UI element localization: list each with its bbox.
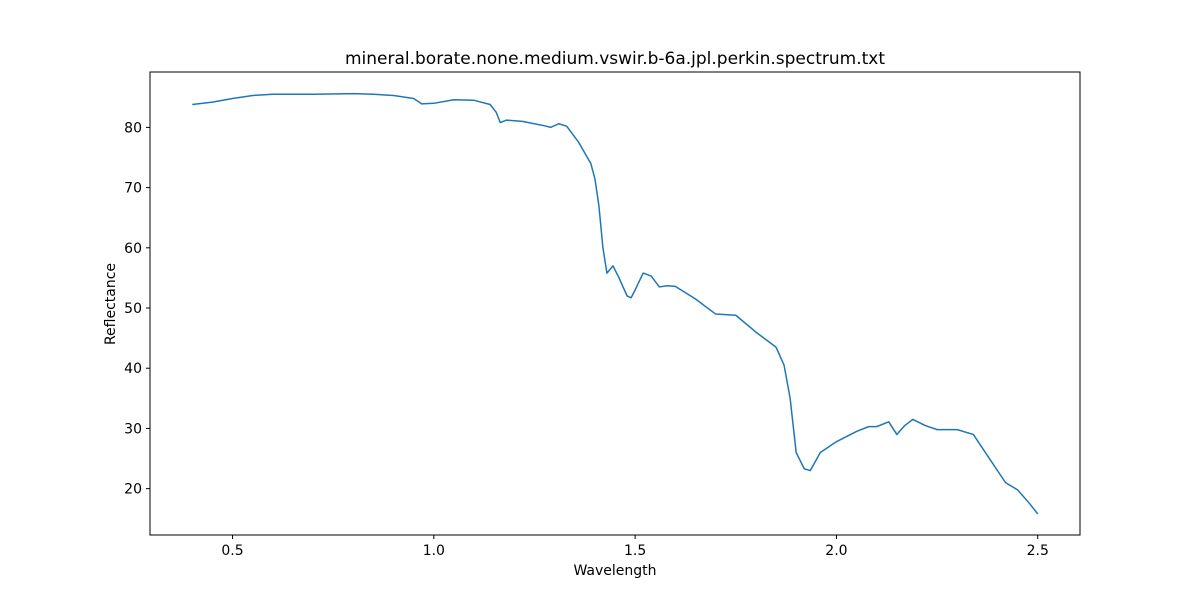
data-line [192,92,1039,515]
y-tick-label: 30 [124,421,142,437]
chart-title: mineral.borate.none.medium.vswir.b-6a.jp… [345,49,885,69]
x-tick-label: 2.0 [825,543,847,559]
x-tick-label: 0.5 [221,543,243,559]
y-axis-label: Reflectance [103,263,119,345]
y-tick-label: 70 [124,181,142,197]
x-tick-label: 2.5 [1027,543,1049,559]
x-tick-label: 1.5 [624,543,646,559]
x-tick-label: 1.0 [423,543,445,559]
y-tick-label: 80 [124,120,142,136]
x-axis-label: Wavelength [573,563,656,579]
y-tick-label: 40 [124,361,142,377]
y-tick-label: 60 [124,241,142,257]
plot-frame [149,71,1081,536]
y-tick-label: 20 [124,482,142,498]
y-tick-label: 50 [124,301,142,317]
